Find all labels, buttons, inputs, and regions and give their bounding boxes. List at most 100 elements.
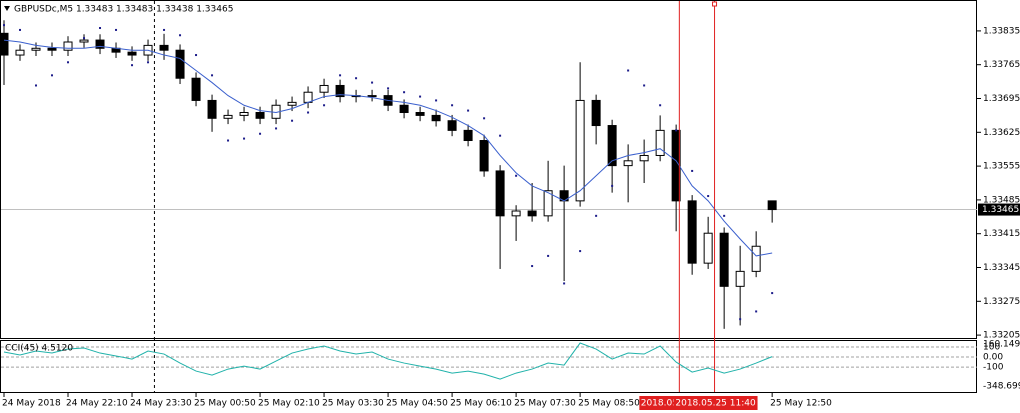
candle-body: [479, 140, 489, 172]
sar-dot: [227, 139, 230, 142]
y-tick-label: 1.33625: [983, 128, 1020, 138]
candle-body: [575, 99, 585, 202]
y-tick-label: 1.33485: [983, 195, 1020, 205]
y-tick-label: 1.33835: [983, 26, 1020, 36]
sar-dot: [579, 250, 582, 253]
sar-dot: [99, 27, 102, 30]
candle-body: [655, 129, 665, 156]
y-tick-label: 1.33765: [983, 60, 1020, 70]
x-tick-label: 25 May 07:30: [514, 399, 576, 409]
sar-dot: [643, 84, 646, 87]
sar-dot: [339, 74, 342, 77]
cci-pane: [0, 340, 977, 393]
candle-body: [527, 210, 537, 217]
candle-body: [703, 232, 713, 264]
sar-dot: [563, 282, 566, 285]
candle-body: [447, 120, 457, 131]
candle-body: [431, 114, 441, 122]
sar-dot: [611, 184, 614, 187]
sar-dot: [323, 104, 326, 107]
sar-dot: [19, 28, 22, 31]
candle-body: [287, 101, 297, 106]
candle-body: [319, 84, 329, 93]
marker-label-box: [639, 396, 680, 410]
marker-label-box: [673, 396, 758, 410]
sar-dot: [659, 104, 662, 107]
candle-body: [223, 114, 233, 119]
x-tick-label: 25 May 00:50: [194, 399, 256, 409]
marker-label: 2018.05: [641, 399, 678, 409]
candle-body: [767, 200, 777, 211]
sar-dot: [83, 37, 86, 40]
candle-body: [367, 95, 377, 98]
sar-dot: [355, 77, 358, 80]
candle-body: [47, 47, 57, 51]
candle-body: [31, 47, 41, 51]
x-tick-label: 25 May 03:30: [322, 399, 384, 409]
sar-dot: [771, 292, 774, 295]
candle-body: [591, 99, 601, 127]
candle-body: [175, 49, 185, 79]
sar-dot: [243, 137, 246, 140]
candle-body: [79, 39, 89, 43]
sar-dot: [451, 104, 454, 107]
sar-dot: [403, 91, 406, 94]
sar-dot: [115, 28, 118, 31]
sar-dot: [595, 214, 598, 217]
candle-body: [127, 51, 137, 56]
sar-dot: [483, 117, 486, 120]
sar-dot: [67, 61, 70, 64]
sar-dot: [627, 69, 630, 72]
sar-dot: [675, 129, 678, 132]
sar-dot: [419, 95, 422, 98]
sar-dot: [515, 174, 518, 177]
sar-dot: [499, 134, 502, 137]
candle-body: [415, 112, 425, 116]
sar-dot: [147, 61, 150, 64]
collapse-icon[interactable]: [4, 6, 10, 11]
sar-dot: [195, 54, 198, 57]
candle-body: [495, 170, 505, 217]
y-tick-label: 160.1492: [983, 340, 1020, 350]
y-tick-label: 1.33205: [983, 331, 1020, 341]
candle-body: [207, 99, 217, 119]
y-tick-label: -348.699: [983, 382, 1020, 392]
y-tick-label: 1.33345: [983, 263, 1020, 273]
x-tick-label: 25 May 06:10: [450, 399, 512, 409]
candle-body: [735, 270, 745, 287]
sar-dot: [531, 265, 534, 268]
x-tick-label: 25 May 04:50: [386, 399, 448, 409]
sar-dot: [291, 119, 294, 122]
sar-dot: [691, 169, 694, 172]
candle-body: [543, 190, 553, 217]
sar-dot: [163, 28, 166, 31]
sar-dot: [51, 74, 54, 77]
x-tick-label: 25 May 02:10: [258, 399, 320, 409]
sar-dot: [275, 127, 278, 130]
cci-title: CCI(45) 4.5120: [5, 344, 73, 354]
candle-body: [463, 129, 473, 142]
x-tick-label: 25 May 12:50: [770, 399, 832, 409]
candle-body: [335, 84, 345, 98]
sar-dot: [435, 99, 438, 102]
candle-body: [623, 160, 633, 167]
sar-dot: [131, 64, 134, 67]
candle-body: [399, 104, 409, 114]
candle-body: [687, 200, 697, 264]
candle-body: [0, 32, 9, 56]
candle-body: [15, 49, 25, 56]
marker-label: 2018.05.25 11:40: [675, 399, 756, 409]
x-tick-label: 25 May 08:50: [578, 399, 640, 409]
sar-dot: [211, 74, 214, 77]
y-tick-label: 1.33555: [983, 162, 1020, 172]
sar-dot: [307, 111, 310, 114]
y-tick-label: -100: [983, 363, 1004, 373]
sar-dot: [259, 132, 262, 135]
sar-dot: [179, 34, 182, 37]
y-tick-label: 0.00: [983, 353, 1003, 363]
candle-body: [751, 245, 761, 272]
y-tick-label: 1.33275: [983, 297, 1020, 307]
sar-dot: [739, 318, 742, 321]
sar-dot: [387, 87, 390, 90]
moving-average: [3, 39, 773, 257]
